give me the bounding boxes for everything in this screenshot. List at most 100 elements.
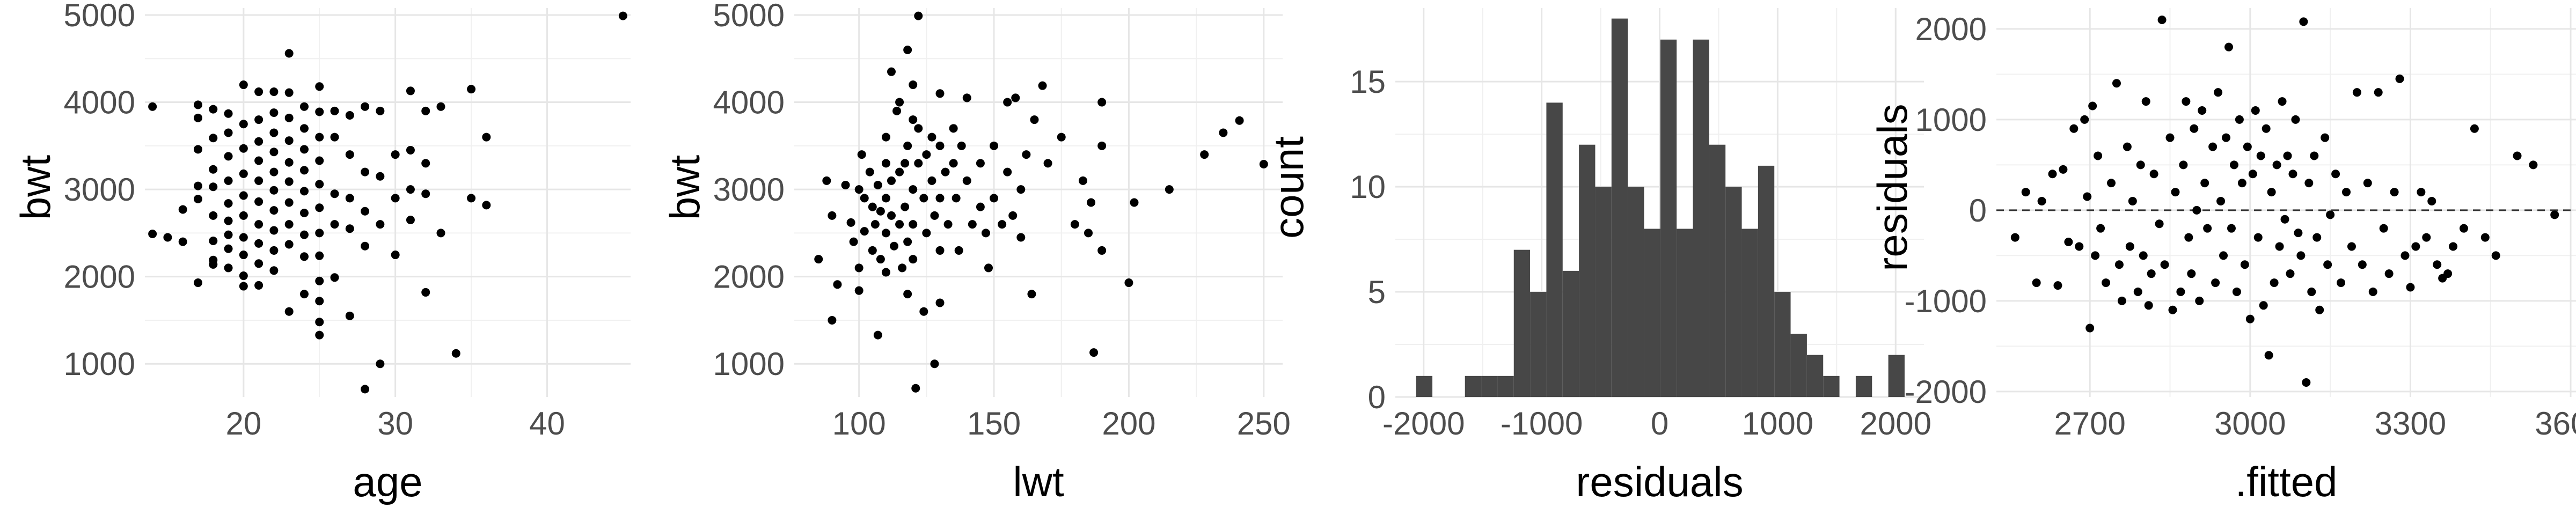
x-tick-label: 40 (529, 406, 565, 442)
data-point (361, 207, 370, 216)
y-tick-label: 10 (1350, 169, 1386, 205)
data-point (949, 124, 958, 133)
data-point (2264, 351, 2273, 360)
panel-age-vs-bwt-y-ticks: 1000 2000 3000 4000 5000 (64, 0, 135, 382)
data-point (284, 177, 294, 186)
data-point (299, 187, 309, 196)
data-point (2094, 151, 2103, 160)
data-point (2088, 101, 2097, 111)
x-axis-title: .fitted (2235, 458, 2338, 505)
panel-residuals-histogram-y-ticks: 0 5 10 15 (1350, 64, 1386, 415)
data-point (2278, 97, 2287, 106)
data-point (2395, 74, 2404, 83)
data-point (2237, 179, 2246, 188)
data-point (1038, 81, 1047, 90)
data-point (887, 67, 896, 76)
data-point (2149, 170, 2158, 179)
data-point (2275, 242, 2284, 251)
x-tick-label: 0 (1651, 406, 1668, 442)
data-point (2091, 251, 2100, 260)
data-point (2112, 79, 2121, 88)
data-point (148, 102, 157, 111)
data-point (2125, 242, 2134, 251)
data-point (467, 85, 476, 94)
data-point (269, 148, 279, 157)
data-point (254, 281, 264, 290)
data-point (868, 202, 877, 211)
data-point (2368, 287, 2377, 296)
data-point (2513, 151, 2522, 160)
data-point (2117, 296, 2126, 305)
histogram-bar (1758, 165, 1775, 397)
histogram-bar (1611, 18, 1628, 397)
x-tick-label: -1000 (1501, 406, 1583, 442)
data-point (881, 229, 890, 238)
data-point (1011, 93, 1020, 102)
histogram-bar (1465, 376, 1482, 397)
data-point (2459, 224, 2468, 233)
x-tick-label: 3300 (2375, 406, 2446, 442)
data-point (361, 385, 370, 394)
data-point (914, 159, 923, 168)
data-point (299, 145, 309, 154)
data-point (254, 259, 264, 268)
data-point (2165, 133, 2175, 142)
x-tick-label: 100 (832, 406, 886, 442)
data-point (881, 159, 890, 168)
data-point (193, 145, 202, 154)
data-point (2128, 196, 2137, 205)
data-point (421, 189, 430, 198)
data-point (315, 229, 324, 238)
y-tick-label: 2000 (64, 259, 135, 295)
data-point (2288, 170, 2297, 179)
data-point (976, 159, 985, 168)
data-point (876, 207, 885, 216)
data-point (881, 133, 890, 142)
data-point (436, 229, 445, 238)
data-point (2114, 260, 2124, 269)
data-point (618, 11, 627, 20)
data-point (436, 102, 445, 111)
data-point (860, 194, 869, 203)
data-point (254, 197, 264, 206)
y-tick-label: 3000 (713, 172, 785, 208)
data-point (2232, 287, 2241, 296)
data-point (2337, 278, 2346, 288)
data-point (284, 307, 294, 316)
data-point (406, 216, 415, 225)
data-point (315, 318, 324, 327)
data-point (935, 298, 945, 307)
data-point (2286, 269, 2295, 278)
data-point (2341, 188, 2351, 197)
data-point (903, 237, 912, 246)
data-point (854, 263, 863, 273)
data-point (1124, 278, 1133, 288)
data-point (914, 124, 923, 133)
data-point (828, 315, 837, 325)
data-point (254, 87, 264, 97)
data-point (2102, 278, 2111, 288)
data-point (315, 297, 324, 306)
data-point (361, 241, 370, 251)
data-point (2262, 124, 2271, 133)
data-point (209, 237, 218, 246)
data-point (1078, 176, 1087, 185)
data-point (2390, 188, 2399, 197)
histogram-bar (1806, 355, 1824, 397)
data-point (2294, 229, 2303, 238)
data-point (2208, 142, 2218, 151)
data-point (909, 185, 918, 194)
data-point (909, 115, 918, 124)
data-point (2251, 106, 2260, 115)
data-point (903, 46, 912, 55)
data-point (193, 194, 202, 203)
data-point (1259, 159, 1268, 168)
data-point (984, 263, 993, 273)
y-axis-title: count (1265, 136, 1312, 239)
data-point (2352, 88, 2361, 97)
y-tick-label: 4000 (713, 85, 785, 121)
data-point (284, 136, 294, 145)
data-point (2147, 269, 2156, 278)
data-point (209, 105, 218, 114)
data-point (1022, 150, 1031, 159)
